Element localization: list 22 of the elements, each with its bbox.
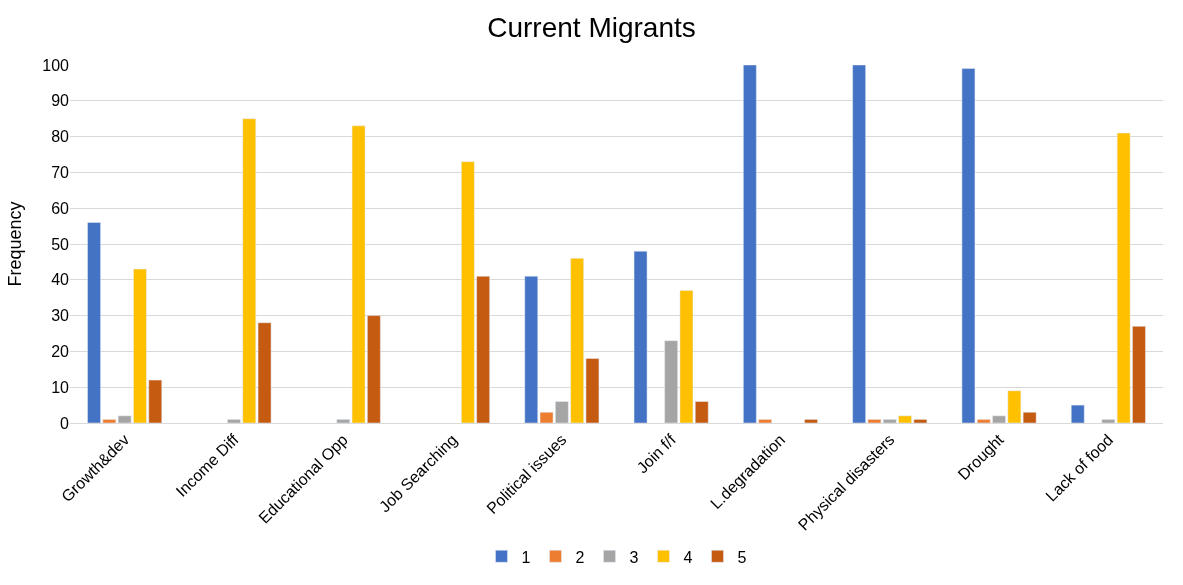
bar	[804, 419, 818, 423]
x-tick-label: Join f/f	[633, 430, 680, 477]
y-axis-title: Frequency	[5, 201, 26, 287]
y-tick-label: 70	[51, 164, 70, 181]
legend-label: 4	[683, 548, 693, 566]
chart-title: Current Migrants	[487, 12, 696, 44]
y-tick-label: 0	[60, 414, 70, 432]
y-tick-label: 20	[51, 343, 70, 360]
y-tick-label: 80	[51, 128, 70, 146]
legend-label: 3	[629, 548, 639, 566]
y-tick-label: 100	[42, 56, 70, 74]
y-tick-label: 90	[51, 92, 70, 110]
y-tick-label: 10	[51, 378, 70, 396]
y-tick-label: 60	[51, 199, 70, 217]
legend-label: 5	[737, 548, 747, 566]
bar	[633, 250, 648, 423]
legend-label: 2	[575, 548, 585, 566]
y-tick-label: 40	[51, 271, 70, 289]
bar	[1070, 404, 1085, 423]
legend-label: 1	[521, 548, 531, 566]
y-tick-label: 30	[51, 307, 70, 325]
y-tick-label: 50	[51, 235, 70, 253]
